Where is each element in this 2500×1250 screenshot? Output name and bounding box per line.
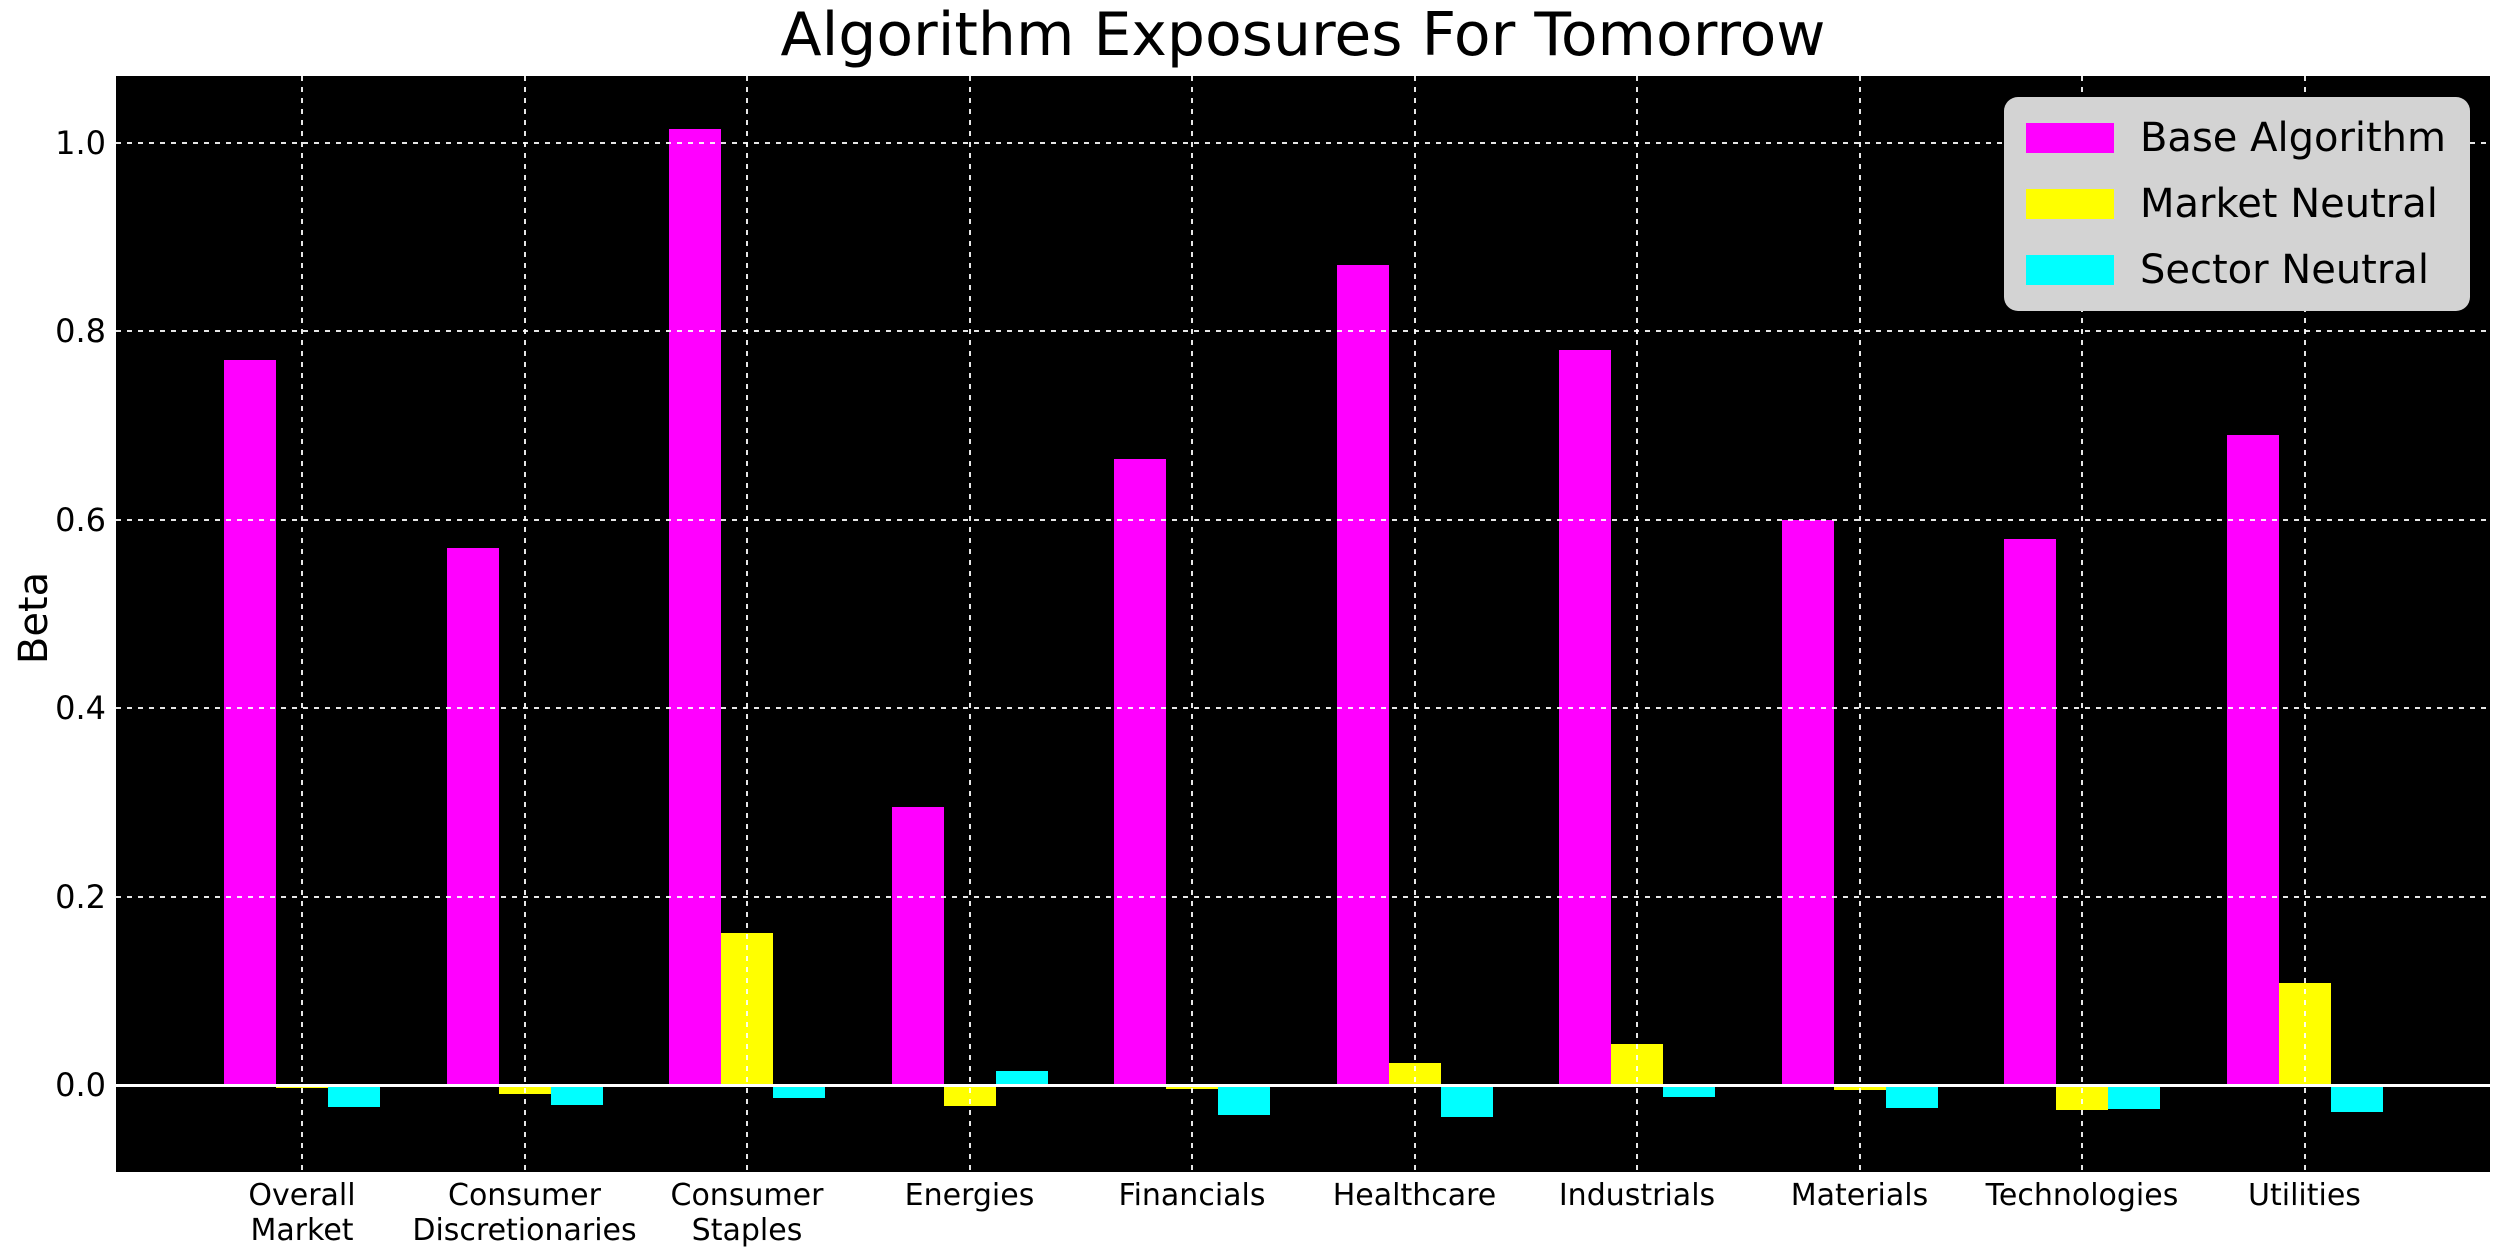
gridline-vertical (968, 76, 971, 1172)
gridline-horizontal (116, 141, 2490, 144)
x-tick-label-financials: Financials (1118, 1178, 1266, 1213)
bar-sector-neutral-0 (328, 1085, 380, 1107)
bar-base-algorithm-3 (891, 807, 944, 1086)
gridline-vertical (1191, 76, 1193, 1172)
y-tick-label: 0.2 (55, 877, 106, 916)
x-tick-label-overall-market: Overall Market (248, 1178, 356, 1248)
bar-sector-neutral-8 (2108, 1085, 2160, 1109)
bar-sector-neutral-3 (995, 1071, 1048, 1086)
bar-base-algorithm-8 (2004, 538, 2056, 1086)
y-tick-label: 0.0 (55, 1066, 106, 1105)
gridline-horizontal (116, 330, 2490, 333)
bar-sector-neutral-5 (1440, 1085, 1493, 1118)
legend-item-base-algorithm: Base Algorithm (2025, 115, 2446, 161)
x-tick-label-materials: Materials (1790, 1178, 1929, 1213)
legend-item-market-neutral: Market Neutral (2025, 181, 2446, 227)
y-tick-label: 1.0 (55, 123, 106, 162)
legend-item-sector-neutral: Sector Neutral (2025, 247, 2446, 293)
bar-base-algorithm-5 (1336, 265, 1389, 1086)
x-tick-label-consumer-staples: Consumer Staples (670, 1178, 824, 1248)
bar-sector-neutral-9 (2330, 1085, 2383, 1112)
bar-sector-neutral-7 (1885, 1085, 1938, 1108)
bar-sector-neutral-4 (1218, 1085, 1270, 1116)
y-tick-label: 0.8 (55, 312, 106, 351)
gridline-vertical (2081, 76, 2083, 1172)
bar-sector-neutral-6 (1663, 1085, 1715, 1097)
bar-base-algorithm-4 (1114, 458, 1166, 1086)
bar-base-algorithm-0 (224, 359, 276, 1086)
zero-line (116, 1084, 2490, 1088)
bar-sector-neutral-1 (550, 1085, 603, 1106)
x-tick-label-utilities: Utilities (2248, 1178, 2361, 1213)
bar-base-algorithm-6 (1559, 350, 1611, 1086)
gridline-vertical (301, 76, 303, 1172)
bar-base-algorithm-7 (1781, 519, 1834, 1086)
legend-label-sector-neutral: Sector Neutral (2139, 247, 2429, 293)
gridline-vertical (523, 76, 526, 1172)
gridline-vertical (1413, 76, 1416, 1172)
x-tick-label-healthcare: Healthcare (1332, 1178, 1497, 1213)
gridline-vertical (1636, 76, 1638, 1172)
x-tick-label-consumer-discretionaries: Consumer Discretionaries (412, 1178, 637, 1248)
plot-area: Base Algorithm Market Neutral Sector Neutr… (116, 76, 2490, 1172)
y-axis-label: Beta (11, 571, 57, 665)
bar-sector-neutral-2 (773, 1085, 825, 1099)
gridline-horizontal (116, 518, 2490, 521)
legend: Base Algorithm Market Neutral Sector Neutr… (2003, 97, 2470, 311)
chart-title: Algorithm Exposures For Tomorrow (780, 0, 1826, 70)
gridline-vertical (1858, 76, 1861, 1172)
x-tick-label-energies: Energies (904, 1178, 1035, 1213)
gridline-vertical (746, 76, 748, 1172)
bar-base-algorithm-1 (446, 548, 499, 1086)
legend-label-market-neutral: Market Neutral (2139, 181, 2438, 227)
y-tick-label: 0.4 (55, 689, 106, 728)
bar-base-algorithm-9 (2226, 435, 2279, 1086)
gridline-vertical (2303, 76, 2306, 1172)
legend-swatch-base-algorithm (2025, 123, 2114, 153)
legend-label-base-algorithm: Base Algorithm (2139, 115, 2446, 161)
gridline-horizontal (116, 707, 2490, 710)
x-tick-label-industrials: Industrials (1558, 1178, 1716, 1213)
legend-swatch-sector-neutral (2025, 255, 2114, 285)
legend-swatch-market-neutral (2025, 189, 2114, 219)
gridline-horizontal (116, 895, 2490, 898)
y-tick-label: 0.6 (55, 500, 106, 539)
bar-base-algorithm-2 (669, 128, 721, 1086)
x-tick-label-technologies: Technologies (1985, 1178, 2179, 1213)
